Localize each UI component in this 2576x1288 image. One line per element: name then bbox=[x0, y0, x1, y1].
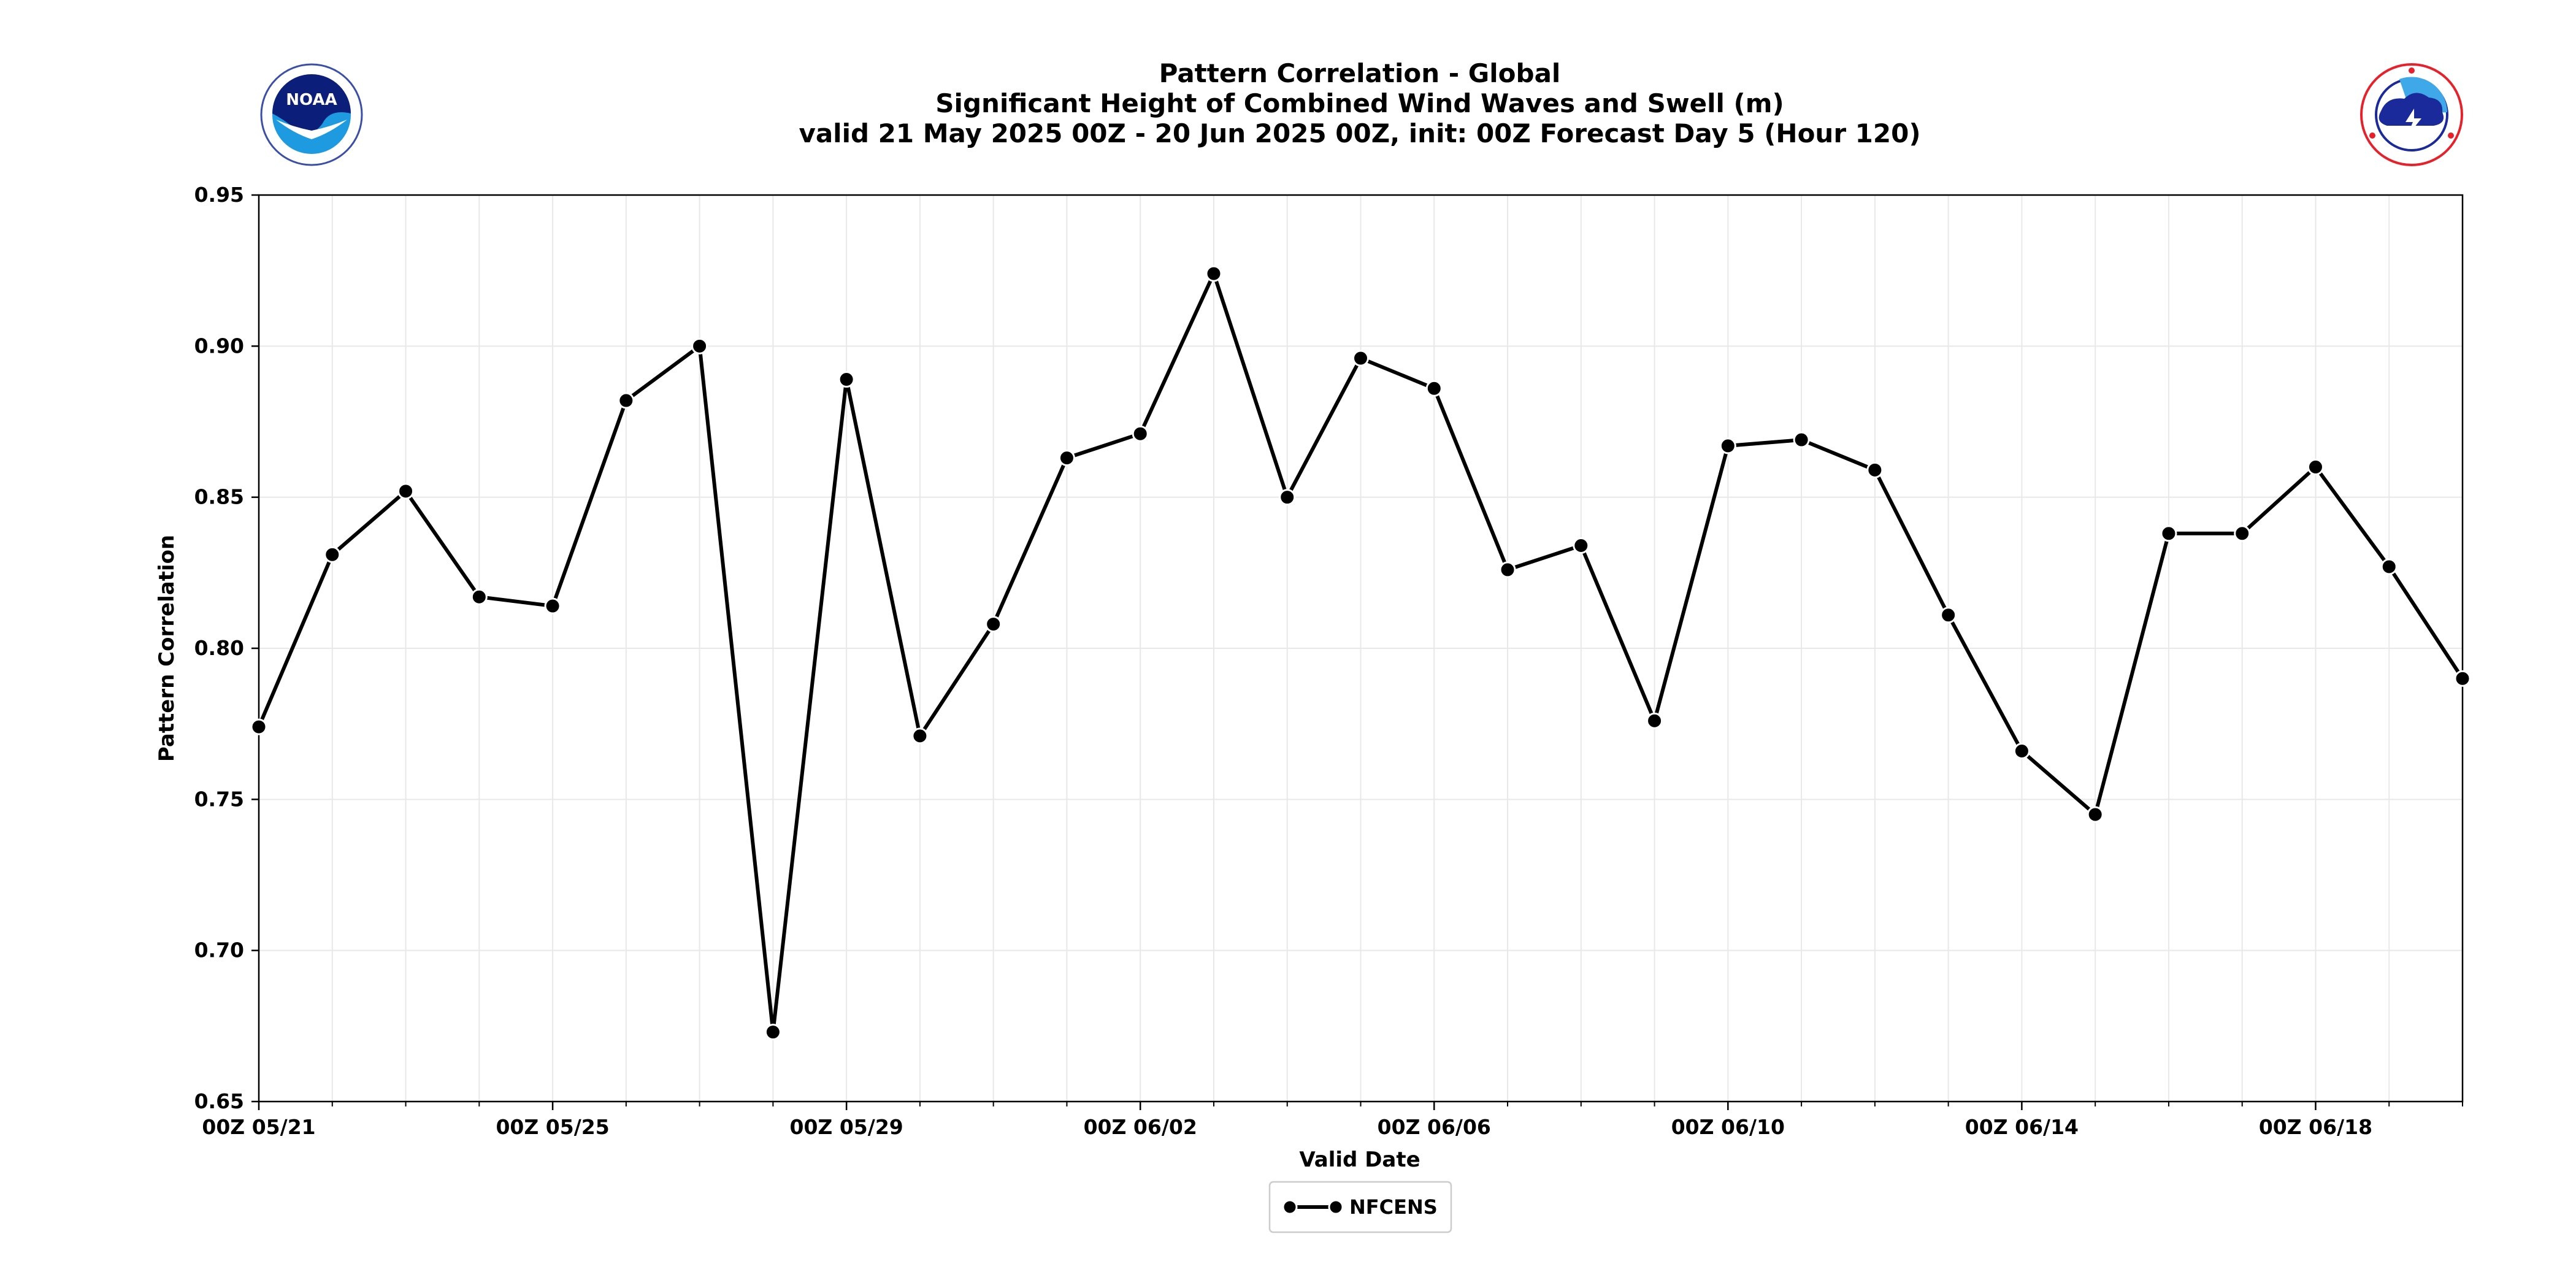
x-tick-label: 00Z 06/10 bbox=[1671, 1115, 1785, 1139]
data-point bbox=[1499, 561, 1516, 578]
noaa-logo-text: NOAA bbox=[286, 91, 337, 109]
y-tick-label: 0.65 bbox=[194, 1089, 244, 1113]
y-tick-label: 0.85 bbox=[194, 485, 244, 509]
data-point bbox=[2013, 743, 2030, 760]
legend: NFCENS bbox=[1268, 1181, 1452, 1233]
legend-box bbox=[1268, 1181, 1452, 1233]
data-point bbox=[1573, 537, 1590, 554]
legend-marker-right bbox=[1328, 1199, 1344, 1215]
data-point bbox=[1646, 712, 1663, 729]
title-line-3: valid 21 May 2025 00Z - 20 Jun 2025 00Z,… bbox=[799, 118, 1920, 148]
data-point bbox=[911, 727, 929, 745]
y-tick-label: 0.80 bbox=[194, 636, 244, 660]
y-tick-label: 0.75 bbox=[194, 787, 244, 811]
data-point bbox=[1205, 265, 1222, 282]
x-tick-label: 00Z 06/18 bbox=[2259, 1115, 2372, 1139]
data-point bbox=[2087, 806, 2104, 823]
data-point bbox=[544, 597, 561, 615]
x-axis-label: Valid Date bbox=[1299, 1148, 1420, 1172]
y-axis: 0.65 0.70 0.75 0.80 0.85 0.90 0.95 bbox=[194, 183, 259, 1113]
data-point bbox=[2380, 558, 2398, 575]
data-point bbox=[324, 546, 341, 563]
data-point bbox=[2454, 670, 2471, 687]
y-tick-label: 0.90 bbox=[194, 334, 244, 358]
data-point bbox=[2307, 458, 2324, 475]
noaa-logo: NOAA bbox=[260, 63, 363, 166]
data-point bbox=[1132, 425, 1149, 442]
data-point bbox=[1058, 450, 1075, 467]
y-tick-label: 0.95 bbox=[194, 183, 244, 207]
data-point bbox=[985, 616, 1002, 633]
data-point bbox=[250, 718, 267, 735]
data-point bbox=[1793, 431, 1810, 448]
data-point bbox=[2160, 525, 2177, 542]
data-point bbox=[2234, 525, 2251, 542]
series-nfcens bbox=[250, 265, 2471, 1041]
y-tick-label: 0.70 bbox=[194, 938, 244, 962]
x-tick-label: 00Z 05/29 bbox=[790, 1115, 903, 1139]
grid-lines bbox=[258, 194, 2463, 1102]
data-point bbox=[1719, 437, 1736, 454]
x-tick-label: 00Z 05/21 bbox=[202, 1115, 315, 1139]
data-point bbox=[838, 371, 855, 388]
plot-area: 0.650.700.750.800.850.900.95 00Z 05/21 00… bbox=[194, 183, 2471, 1139]
title-line-1: Pattern Correlation - Global bbox=[1159, 58, 1561, 88]
x-tick-label: 00Z 06/14 bbox=[1965, 1115, 2079, 1139]
x-axis: 00Z 05/21 00Z 05/25 00Z 05/29 00Z 06/02 00Z … bbox=[202, 1102, 2463, 1139]
data-point bbox=[470, 588, 488, 605]
legend-label-nfcens: NFCENS bbox=[1349, 1195, 1438, 1219]
data-point bbox=[1940, 607, 1957, 624]
data-point bbox=[1866, 461, 1884, 478]
nws-logo bbox=[2360, 63, 2463, 166]
data-point bbox=[1279, 489, 1296, 506]
y-axis-label: Pattern Correlation bbox=[155, 535, 179, 762]
data-point bbox=[1352, 350, 1369, 367]
data-point bbox=[397, 483, 415, 500]
x-tick-label: 00Z 06/02 bbox=[1084, 1115, 1197, 1139]
chart-title: Pattern Correlation - Global Significant… bbox=[799, 58, 1920, 148]
data-point bbox=[764, 1024, 781, 1041]
data-point bbox=[618, 392, 635, 409]
title-line-2: Significant Height of Combined Wind Wave… bbox=[935, 88, 1784, 118]
legend-marker-left bbox=[1282, 1199, 1298, 1215]
x-tick-label: 00Z 06/06 bbox=[1378, 1115, 1491, 1139]
data-point bbox=[691, 337, 708, 355]
data-point bbox=[1425, 380, 1443, 397]
x-tick-label: 00Z 05/25 bbox=[496, 1115, 609, 1139]
